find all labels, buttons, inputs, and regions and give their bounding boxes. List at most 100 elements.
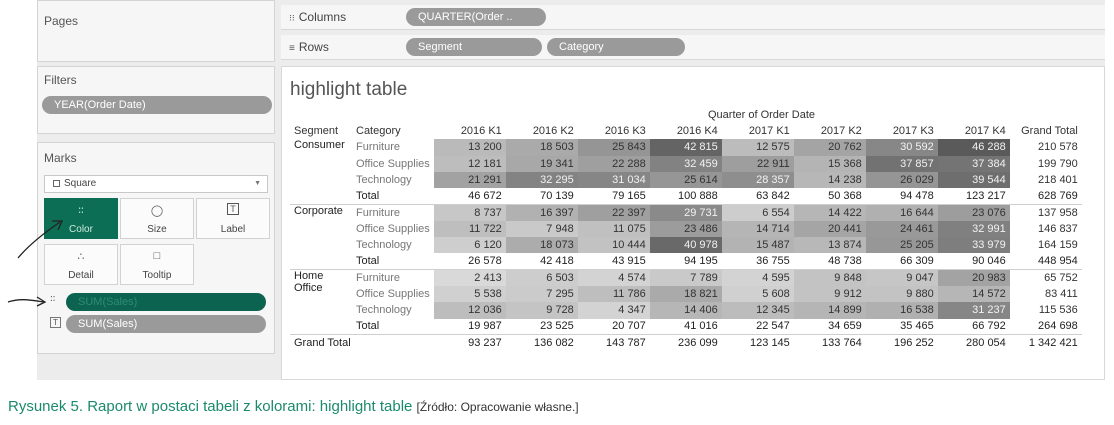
- highlight-cell[interactable]: 6 120: [433, 237, 506, 254]
- highlight-cell[interactable]: 9 880: [865, 285, 938, 303]
- highlight-cell[interactable]: 18 073: [505, 237, 578, 254]
- highlight-cell[interactable]: 22 288: [577, 155, 650, 172]
- highlight-cell[interactable]: 7 295: [505, 285, 578, 303]
- row-grand-total: 65 752: [1044, 272, 1078, 285]
- color-label: Color: [69, 224, 93, 235]
- highlight-cell[interactable]: 12 181: [433, 155, 506, 172]
- highlight-cell[interactable]: 18 503: [505, 139, 578, 156]
- highlight-cell[interactable]: 33 979: [937, 237, 1010, 254]
- highlight-cell[interactable]: 9 047: [865, 269, 938, 286]
- highlight-cell[interactable]: 16 538: [865, 302, 938, 319]
- highlight-cell[interactable]: 14 406: [649, 302, 722, 319]
- highlight-cell[interactable]: 40 978: [649, 237, 722, 254]
- tooltip-button[interactable]: □ Tooltip: [120, 244, 194, 285]
- highlight-cell[interactable]: 11 786: [577, 285, 650, 303]
- highlight-cell[interactable]: 23 076: [937, 204, 1010, 221]
- highlight-cell[interactable]: 32 295: [505, 171, 578, 189]
- category-label: Technology: [356, 304, 412, 317]
- segment-total-row: Total 19 987 23 525 20 707 41 016 22 547 34 65…: [290, 319, 1082, 335]
- highlight-cell[interactable]: 22 397: [577, 204, 650, 221]
- highlight-cell[interactable]: 9 728: [505, 302, 578, 319]
- highlight-cell[interactable]: 46 288: [937, 139, 1010, 156]
- color-field-pill[interactable]: SUM(Sales): [66, 293, 266, 311]
- highlight-cell[interactable]: 7 948: [505, 220, 578, 238]
- highlight-cell[interactable]: 14 422: [793, 204, 866, 221]
- label-icon: T: [50, 317, 61, 328]
- label-field-pill[interactable]: SUM(Sales): [66, 315, 266, 333]
- segment-total-cell: 46 672: [468, 190, 502, 203]
- highlight-cell[interactable]: 22 911: [721, 155, 794, 172]
- highlight-cell[interactable]: 32 991: [937, 220, 1010, 238]
- highlight-cell[interactable]: 11 075: [577, 220, 650, 238]
- highlight-cell[interactable]: 14 238: [793, 171, 866, 189]
- highlight-cell[interactable]: 2 413: [433, 269, 506, 286]
- columns-shelf-label: ⁝⁝ Columns: [289, 10, 347, 24]
- highlight-cell[interactable]: 4 574: [577, 269, 650, 286]
- highlight-cell[interactable]: 20 983: [937, 269, 1010, 286]
- highlight-cell[interactable]: 8 737: [433, 204, 506, 221]
- color-button[interactable]: ∶∶ Color: [44, 198, 118, 239]
- header-q: 2017 K1: [748, 125, 790, 138]
- highlight-cell[interactable]: 19 341: [505, 155, 578, 172]
- highlight-cell[interactable]: 14 572: [937, 285, 1010, 303]
- highlight-cell[interactable]: 18 821: [649, 285, 722, 303]
- highlight-cell[interactable]: 37 384: [937, 155, 1010, 172]
- rows-pill-category[interactable]: Category: [547, 38, 685, 56]
- highlight-cell[interactable]: 5 538: [433, 285, 506, 303]
- highlight-cell[interactable]: 25 843: [577, 139, 650, 156]
- segment-total-cell: 26 578: [468, 255, 502, 268]
- highlight-cell[interactable]: 9 848: [793, 269, 866, 286]
- highlight-cell[interactable]: 42 815: [649, 139, 722, 156]
- highlight-cell[interactable]: 12 345: [721, 302, 794, 319]
- highlight-cell[interactable]: 7 789: [649, 269, 722, 286]
- highlight-cell[interactable]: 26 029: [865, 171, 938, 189]
- highlight-cell[interactable]: 21 291: [433, 171, 506, 189]
- highlight-cell[interactable]: 14 714: [721, 220, 794, 238]
- highlight-cell[interactable]: 25 205: [865, 237, 938, 254]
- highlight-cell[interactable]: 9 912: [793, 285, 866, 303]
- highlight-cell[interactable]: 11 722: [433, 220, 506, 238]
- row-grand-total: 199 790: [1038, 157, 1078, 170]
- highlight-cell[interactable]: 13 200: [433, 139, 506, 156]
- highlight-cell[interactable]: 13 874: [793, 237, 866, 254]
- highlight-table: Segment Category 2016 K1 2016 K2 2016 K3…: [290, 123, 1082, 351]
- mark-type-dropdown[interactable]: Square ▼: [44, 175, 268, 193]
- highlight-cell[interactable]: 24 461: [865, 220, 938, 238]
- highlight-cell[interactable]: 28 357: [721, 171, 794, 189]
- highlight-cell[interactable]: 12 575: [721, 139, 794, 156]
- highlight-cell[interactable]: 29 731: [649, 204, 722, 221]
- highlight-cell[interactable]: 5 608: [721, 285, 794, 303]
- highlight-cell[interactable]: 20 762: [793, 139, 866, 156]
- highlight-cell[interactable]: 16 644: [865, 204, 938, 221]
- columns-pill-quarter[interactable]: QUARTER(Order ..: [406, 8, 546, 26]
- highlight-cell[interactable]: 39 544: [937, 171, 1010, 189]
- highlight-cell[interactable]: 15 487: [721, 237, 794, 254]
- total-label: Total: [356, 255, 380, 268]
- highlight-cell[interactable]: 6 503: [505, 269, 578, 286]
- highlight-cell[interactable]: 4 595: [721, 269, 794, 286]
- highlight-cell[interactable]: 14 899: [793, 302, 866, 319]
- size-icon: ◯: [150, 205, 164, 217]
- detail-button[interactable]: ∴ Detail: [44, 244, 118, 285]
- highlight-cell[interactable]: 37 857: [865, 155, 938, 172]
- highlight-cell[interactable]: 4 347: [577, 302, 650, 319]
- highlight-cell[interactable]: 15 368: [793, 155, 866, 172]
- highlight-cell[interactable]: 31 237: [937, 302, 1010, 319]
- segment-total-cell: 34 659: [828, 320, 862, 333]
- rows-pill-segment[interactable]: Segment: [406, 38, 542, 56]
- highlight-cell[interactable]: 20 441: [793, 220, 866, 238]
- highlight-cell[interactable]: 25 614: [649, 171, 722, 189]
- highlight-cell[interactable]: 10 444: [577, 237, 650, 254]
- segment-total-cell: 22 547: [756, 320, 790, 333]
- highlight-cell[interactable]: 32 459: [649, 155, 722, 172]
- highlight-cell[interactable]: 31 034: [577, 171, 650, 189]
- table-body: Consumer Furniture 13 200 18 503 25 843 42 81…: [290, 139, 1082, 351]
- highlight-cell[interactable]: 23 486: [649, 220, 722, 238]
- label-button[interactable]: T Label: [196, 198, 270, 239]
- highlight-cell[interactable]: 12 036: [433, 302, 506, 319]
- size-button[interactable]: ◯ Size: [120, 198, 194, 239]
- highlight-cell[interactable]: 6 554: [721, 204, 794, 221]
- highlight-cell[interactable]: 16 397: [505, 204, 578, 221]
- highlight-cell[interactable]: 30 592: [865, 139, 938, 156]
- filter-pill-year[interactable]: YEAR(Order Date): [42, 96, 272, 114]
